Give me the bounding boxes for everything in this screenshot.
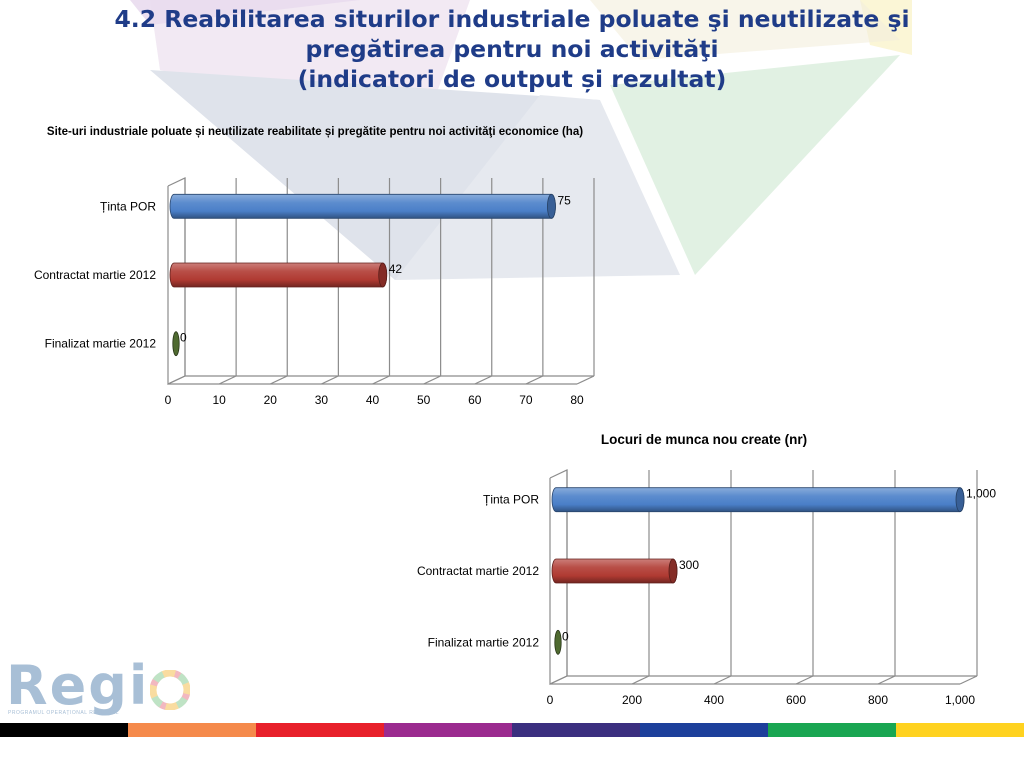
strip-segment (256, 723, 384, 737)
bar (172, 331, 180, 357)
chart2-title: Locuri de munca nou create (nr) (600, 432, 808, 447)
x-tick-label: 10 (212, 393, 226, 407)
x-tick-label: 600 (786, 693, 806, 707)
bar (169, 193, 556, 219)
bar (551, 487, 965, 513)
strip-segment (768, 723, 896, 737)
strip-segment (896, 723, 1024, 737)
chart1-title: Site-uri industriale poluate și neutiliz… (46, 126, 584, 138)
floor-gridline (269, 375, 288, 385)
floor-gridline (631, 675, 650, 685)
slide-title: 4.2 Reabilitarea siturilor industriale p… (60, 4, 964, 94)
floor-gridline (576, 375, 595, 385)
x-tick-label: 800 (868, 693, 888, 707)
strip-segment (0, 723, 128, 737)
floor-gridline (959, 675, 978, 685)
floor-gridline (795, 675, 814, 685)
regio-logo: Regi PROGRAMUL OPERAȚIONAL REGIONAL (4, 654, 194, 722)
category-label: Contractat martie 2012 (417, 564, 539, 578)
x-tick-label: 40 (366, 393, 380, 407)
x-tick-label: 30 (315, 393, 329, 407)
strip-segment (384, 723, 512, 737)
slide-title-line-3: (indicatori de output și rezultat) (297, 65, 727, 93)
category-label: Ținta POR (100, 199, 156, 213)
chart-industrial-sites: 0 10 20 30 40 50 60 70 80 Ținta POR 75 Contractat m… (34, 177, 595, 407)
data-label: 42 (389, 262, 403, 276)
category-label: Finalizat martie 2012 (45, 337, 157, 351)
strip-segment (512, 723, 640, 737)
data-label: 0 (562, 629, 569, 643)
logo-text: Regi (6, 654, 150, 717)
logo-subtitle: PROGRAMUL OPERAȚIONAL REGIONAL (8, 710, 120, 716)
x-tick-label: 20 (264, 393, 278, 407)
x-tick-label: 80 (570, 393, 584, 407)
x-tick-label: 50 (417, 393, 431, 407)
x-tick-label: 60 (468, 393, 482, 407)
x-tick-label: 0 (547, 693, 554, 707)
strip-segment (640, 723, 768, 737)
x-tick-label: 70 (519, 393, 533, 407)
floor-gridline (423, 375, 441, 385)
floor-gridline (474, 375, 493, 385)
floor-gridline (321, 375, 339, 385)
floor-gridline (372, 375, 390, 385)
logo-wheel-icon (150, 670, 190, 710)
slide-title-line-1: 4.2 Reabilitarea siturilor industriale p… (114, 5, 910, 33)
data-label: 1,000 (966, 487, 996, 501)
bar (551, 558, 678, 584)
floor-gridline (218, 375, 237, 385)
chart-new-jobs: 0 200 400 600 800 1,000 Ținta POR 1,000 Contract… (417, 469, 996, 707)
data-label: 300 (679, 558, 699, 572)
category-label: Finalizat martie 2012 (428, 635, 540, 649)
x-tick-label: 0 (165, 393, 172, 407)
strip-segment (128, 723, 256, 737)
category-label: Ținta POR (483, 493, 539, 507)
x-tick-label: 200 (622, 693, 642, 707)
floor-gridline (525, 375, 544, 385)
bar (554, 629, 562, 655)
data-label: 75 (557, 193, 571, 207)
bar (169, 262, 388, 288)
floor-gridline (713, 675, 732, 685)
color-strip (0, 723, 1024, 737)
data-label: 0 (180, 331, 187, 345)
floor-gridline (877, 675, 896, 685)
x-tick-label: 400 (704, 693, 724, 707)
slide-title-line-2: pregătirea pentru noi activităţi (305, 35, 719, 63)
x-tick-label: 1,000 (945, 693, 975, 707)
category-label: Contractat martie 2012 (34, 268, 156, 282)
